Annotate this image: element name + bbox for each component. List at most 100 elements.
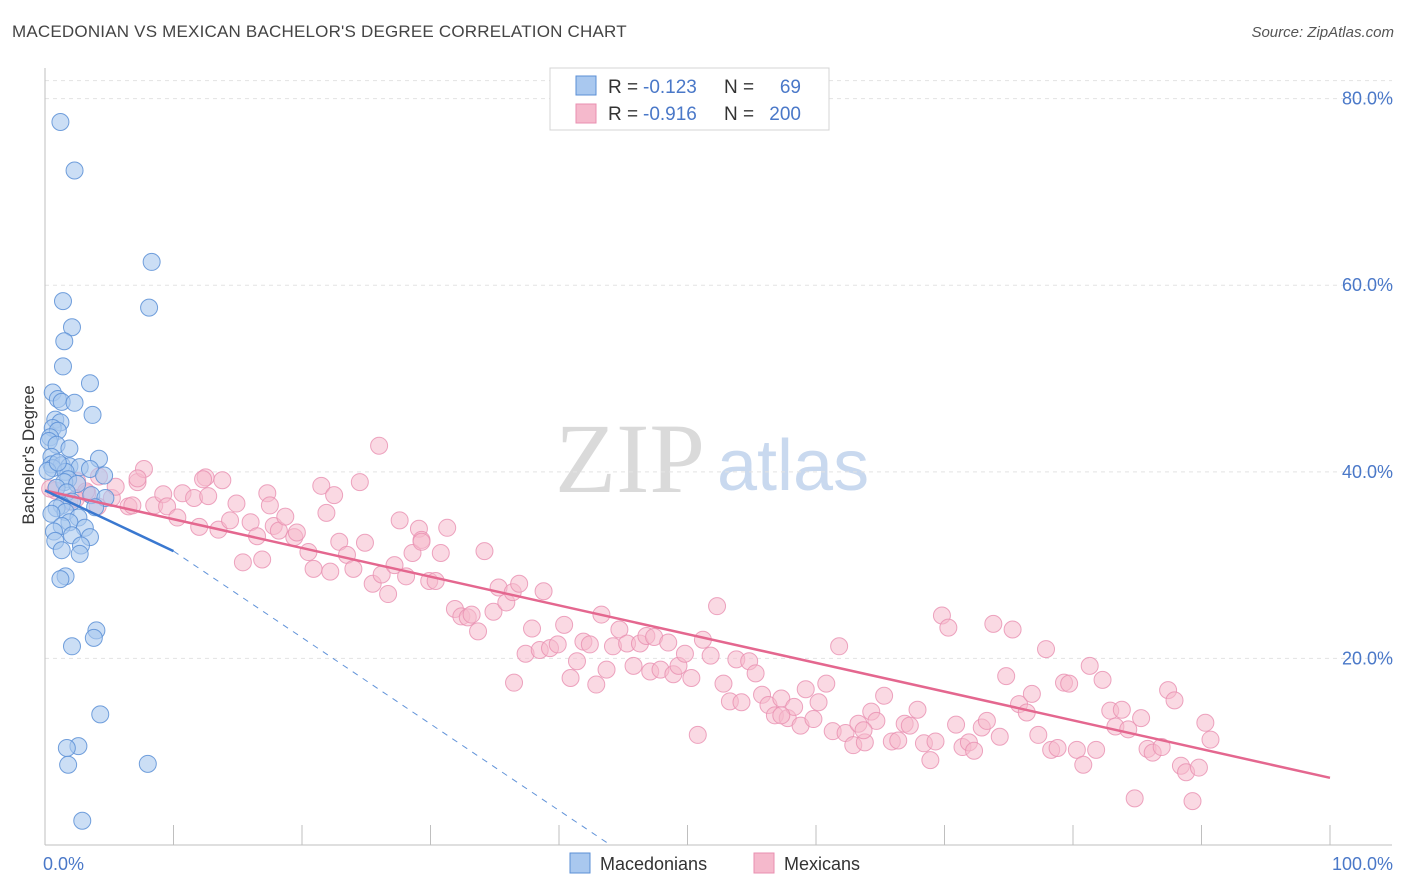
mexicans-point	[412, 532, 431, 551]
mexicans-point	[947, 715, 966, 734]
legend-n-label-1: N =	[724, 77, 754, 98]
mexicans-point	[523, 619, 542, 638]
mexicans-point	[287, 523, 306, 542]
mexicans-point	[624, 656, 643, 675]
mexicans-point	[276, 507, 295, 526]
macedonians-series	[38, 112, 161, 830]
macedonians-trend-extension	[173, 550, 611, 846]
mexicans-point	[675, 644, 694, 663]
watermark-atlas: atlas	[717, 426, 869, 506]
legend-r-label-1: R =	[608, 77, 638, 98]
macedonians-point	[57, 738, 76, 757]
macedonians-point	[140, 298, 159, 317]
legend-n-value-1: 69	[780, 77, 801, 98]
macedonians-point	[48, 453, 67, 472]
mexicans-point	[1080, 656, 1099, 675]
bottom-legend-swatch-macedonians	[569, 852, 591, 874]
macedonians-point	[142, 252, 161, 271]
mexicans-point	[233, 553, 252, 572]
mexicans-point	[1125, 789, 1144, 808]
macedonians-point	[80, 374, 99, 393]
legend-r-label-2: R =	[608, 104, 638, 125]
y-axis-title: Bachelor's Degree	[19, 385, 38, 524]
macedonians-point	[95, 466, 114, 485]
bottom-legend-mexicans: Mexicans	[784, 854, 860, 874]
x-tick-label-min: 0.0%	[43, 854, 84, 874]
chart-title: MACEDONIAN VS MEXICAN BACHELOR'S DEGREE …	[12, 22, 627, 41]
legend-n-label-2: N =	[724, 104, 754, 125]
mexicans-point	[1201, 730, 1220, 749]
mexicans-point	[227, 494, 246, 513]
mexicans-point	[304, 559, 323, 578]
y-tick-label-40: 40.0%	[1342, 462, 1393, 482]
mexicans-point	[965, 741, 984, 760]
mexicans-point	[610, 620, 629, 639]
mexicans-point	[1196, 713, 1215, 732]
mexicans-point	[462, 605, 481, 624]
mexicans-point	[344, 559, 363, 578]
mexicans-point	[312, 476, 331, 495]
legend-swatch-macedonians	[575, 75, 597, 96]
mexicans-point	[1112, 700, 1131, 719]
mexicans-point	[772, 706, 791, 725]
mexicans-point	[804, 710, 823, 729]
macedonians-point	[73, 811, 92, 830]
legend-swatch-mexicans	[575, 103, 597, 124]
macedonians-point	[53, 292, 72, 311]
mexicans-point	[350, 473, 369, 492]
mexicans-point	[106, 477, 125, 496]
mexicans-point	[469, 622, 488, 641]
mexicans-point	[830, 637, 849, 656]
y-tick-label-60: 60.0%	[1342, 275, 1393, 295]
macedonians-point	[60, 439, 79, 458]
mexicans-point	[128, 469, 147, 488]
y-tick-label-20: 20.0%	[1342, 648, 1393, 668]
mexicans-point	[194, 470, 213, 489]
mexicans-point	[746, 664, 765, 683]
mexicans-point	[1037, 640, 1056, 659]
mexicans-point	[682, 669, 701, 688]
mexicans-point	[475, 542, 494, 561]
grid-lines	[45, 80, 1392, 659]
mexicans-trend-line	[44, 489, 1331, 780]
mexicans-point	[1029, 725, 1048, 744]
mexicans-point	[854, 721, 873, 740]
watermark-zip: ZIP	[555, 403, 705, 514]
mexicans-point	[1152, 738, 1171, 757]
mexicans-point	[926, 732, 945, 751]
macedonians-point	[70, 544, 89, 563]
macedonians-point	[55, 332, 74, 351]
macedonians-point	[42, 504, 61, 523]
mexicans-point	[260, 496, 279, 515]
mexicans-point	[510, 574, 529, 593]
mexicans-point	[325, 486, 344, 505]
mexicans-point	[438, 518, 457, 537]
mexicans-point	[1093, 670, 1112, 689]
mexicans-point	[921, 751, 940, 770]
mexicans-point	[317, 503, 336, 522]
mexicans-point	[555, 615, 574, 634]
mexicans-point	[426, 571, 445, 590]
mexicans-point	[1087, 740, 1106, 759]
mexicans-point	[1022, 684, 1041, 703]
watermark: ZIP atlas	[555, 403, 869, 514]
mexicans-point	[355, 533, 374, 552]
mexicans-point	[253, 550, 272, 569]
mexicans-point	[390, 511, 409, 530]
mexicans-point	[1060, 674, 1079, 693]
mexicans-point	[732, 693, 751, 712]
legend-bottom: Macedonians Mexicans	[569, 852, 860, 874]
macedonians-point	[59, 755, 78, 774]
macedonians-point	[91, 705, 110, 724]
mexicans-point	[561, 669, 580, 688]
mexicans-point	[1067, 740, 1086, 759]
mexicans-point	[900, 716, 919, 735]
mexicans-point	[796, 680, 815, 699]
macedonians-point	[53, 357, 72, 376]
legend-r-value-1: -0.123	[643, 77, 697, 98]
bottom-legend-macedonians: Macedonians	[600, 854, 707, 874]
mexicans-point	[158, 497, 177, 516]
bottom-legend-swatch-mexicans	[753, 852, 775, 874]
mexicans-point	[908, 700, 927, 719]
mexicans-point	[875, 686, 894, 705]
